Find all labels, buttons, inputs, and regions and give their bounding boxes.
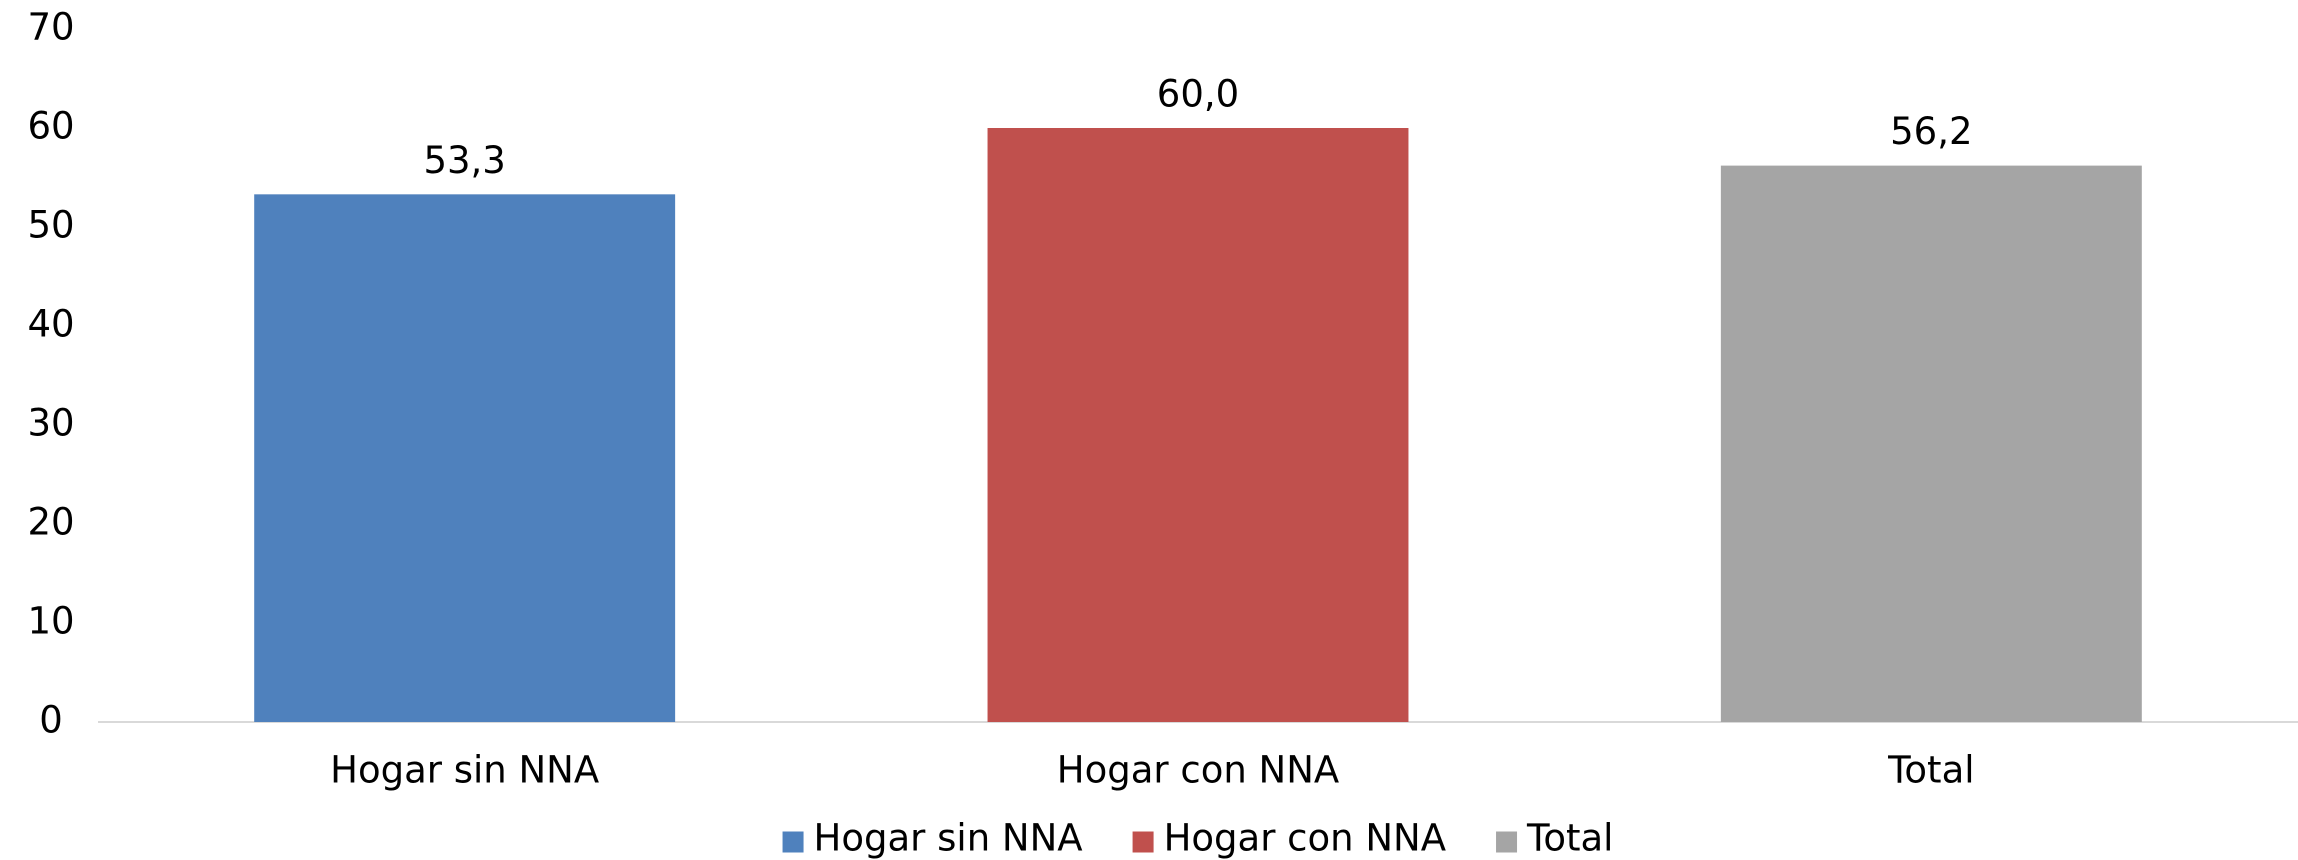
data-label: 60,0 <box>1157 73 1239 116</box>
x-tick-label: Hogar sin NNA <box>330 749 599 792</box>
y-tick-label: 0 <box>39 699 63 742</box>
legend-swatch <box>1132 831 1154 853</box>
y-tick-label: 30 <box>27 402 74 445</box>
y-tick-label: 60 <box>27 105 74 148</box>
legend-label: Hogar con NNA <box>1164 817 1446 860</box>
legend-swatch <box>782 831 804 853</box>
data-label: 53,3 <box>423 139 505 182</box>
x-tick-label: Hogar con NNA <box>1057 749 1339 792</box>
y-tick-label: 40 <box>27 303 74 346</box>
legend-label: Hogar sin NNA <box>814 817 1083 860</box>
bar <box>987 128 1409 722</box>
y-tick-label: 20 <box>27 501 74 544</box>
bar <box>1720 165 2142 722</box>
y-tick-label: 70 <box>27 6 74 49</box>
x-tick-label: Total <box>1887 749 1974 792</box>
legend-swatch <box>1496 831 1518 853</box>
y-tick-label: 10 <box>27 600 74 643</box>
y-tick-label: 50 <box>27 204 74 247</box>
data-label: 56,2 <box>1890 110 1972 153</box>
legend-label: Total <box>1526 817 1613 860</box>
bar <box>254 194 676 722</box>
